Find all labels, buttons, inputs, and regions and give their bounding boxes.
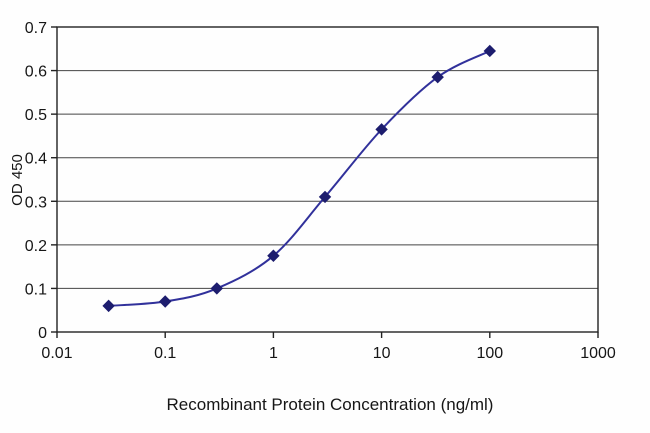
y-tick-label: 0.5 bbox=[25, 107, 47, 124]
x-tick-label: 0.1 bbox=[154, 345, 176, 362]
tick-layer: 0.01 0.1 1 10 100 1000 0 0.1 0.2 0.3 0.4 0.5 0.6 0.7 bbox=[25, 20, 616, 362]
data-point-marker bbox=[431, 70, 444, 84]
data-point-marker bbox=[483, 44, 497, 58]
data-point-marker bbox=[318, 190, 332, 204]
y-tick-label: 0.6 bbox=[25, 64, 47, 81]
y-tick-label: 0.7 bbox=[25, 20, 47, 37]
y-tick-label: 0 bbox=[38, 325, 47, 342]
data-point-marker bbox=[210, 282, 224, 295]
x-tick-label: 1 bbox=[269, 345, 278, 362]
data-point-marker bbox=[375, 123, 388, 136]
plot-border bbox=[56, 26, 599, 333]
x-tick-label: 10 bbox=[373, 345, 391, 362]
x-tick-label: 1000 bbox=[580, 345, 616, 362]
x-tick-label: 0.01 bbox=[41, 345, 72, 362]
data-point-marker bbox=[102, 299, 115, 313]
data-point-marker bbox=[267, 249, 280, 262]
y-tick-label: 0.3 bbox=[25, 194, 47, 211]
y-tick-label: 0.4 bbox=[25, 151, 47, 168]
data-series-layer bbox=[102, 44, 497, 313]
y-axis-title: OD 450 bbox=[9, 154, 26, 206]
data-point-marker bbox=[158, 295, 172, 308]
data-series-line bbox=[107, 50, 491, 307]
x-axis-title: Recombinant Protein Concentration (ng/ml… bbox=[167, 395, 494, 414]
plot-frame-layer bbox=[56, 26, 599, 333]
y-tick-label: 0.1 bbox=[25, 281, 47, 298]
y-tick-label: 0.2 bbox=[25, 238, 47, 255]
x-tick-label: 100 bbox=[476, 345, 503, 362]
gridlines-layer bbox=[57, 70, 598, 289]
